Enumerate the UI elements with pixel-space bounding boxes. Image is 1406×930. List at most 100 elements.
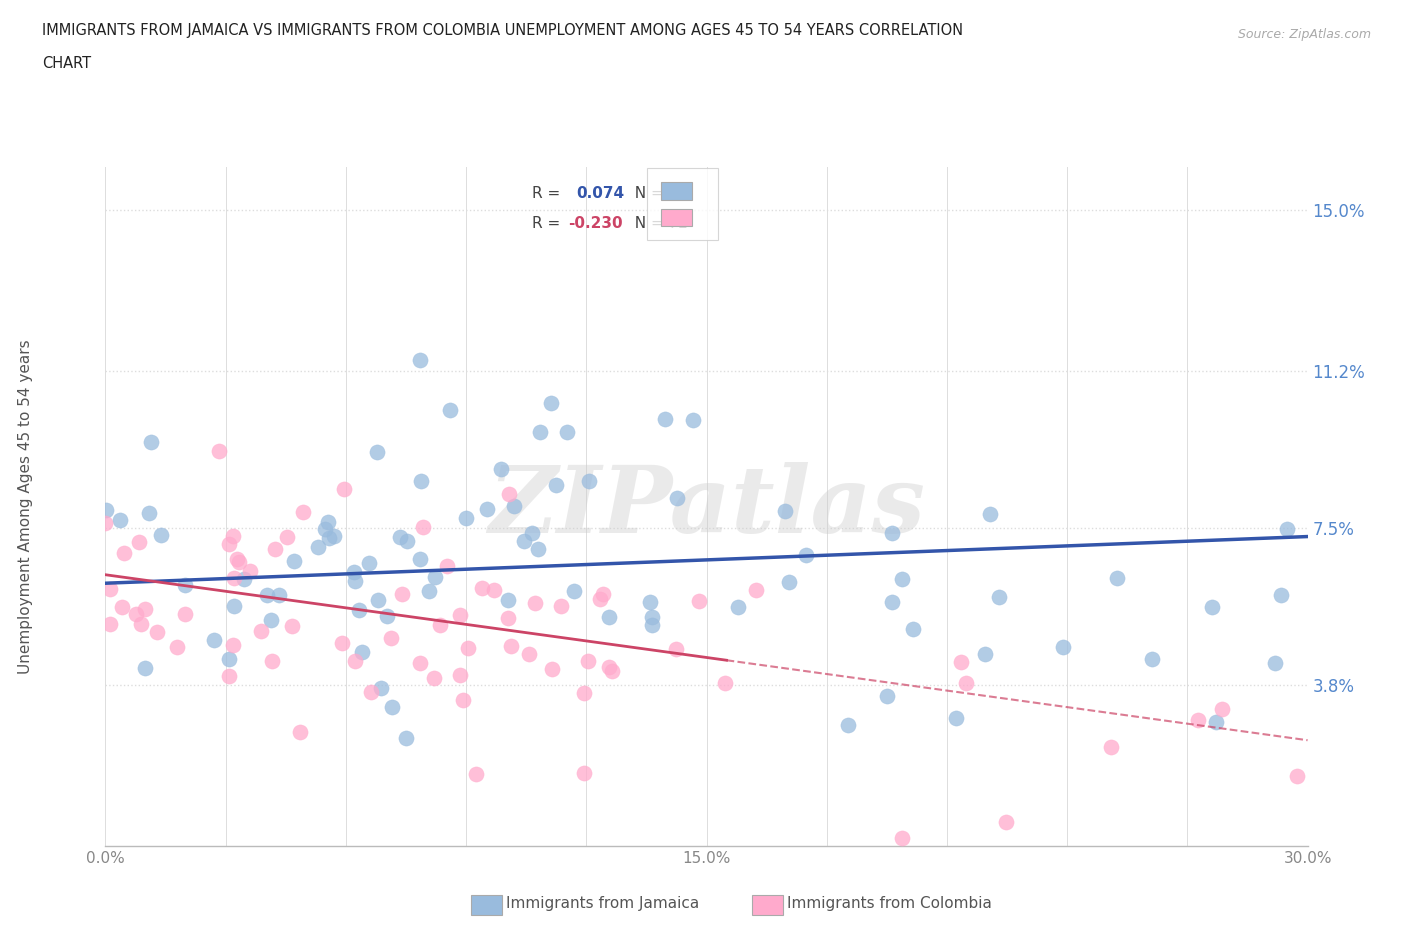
Point bbox=[409, 352, 432, 367]
Point bbox=[276, 529, 298, 544]
Point bbox=[395, 533, 418, 548]
Point bbox=[794, 547, 817, 562]
Point bbox=[576, 654, 599, 669]
Point bbox=[654, 411, 676, 426]
Point bbox=[307, 539, 329, 554]
Point bbox=[222, 528, 245, 543]
Point bbox=[600, 663, 623, 678]
Point bbox=[218, 652, 240, 667]
Point bbox=[391, 587, 413, 602]
Point bbox=[876, 689, 898, 704]
Point bbox=[1201, 599, 1223, 614]
Point bbox=[125, 607, 148, 622]
Point bbox=[146, 625, 169, 640]
Point bbox=[529, 425, 551, 440]
Point bbox=[498, 486, 520, 501]
Point bbox=[281, 618, 304, 633]
Point bbox=[436, 559, 458, 574]
Point bbox=[129, 617, 152, 631]
Point bbox=[1205, 715, 1227, 730]
Point bbox=[592, 586, 614, 601]
Point bbox=[166, 639, 188, 654]
Point bbox=[714, 676, 737, 691]
Point bbox=[350, 644, 373, 659]
Point bbox=[945, 711, 967, 725]
Point bbox=[370, 680, 392, 695]
Point bbox=[323, 528, 346, 543]
Point bbox=[557, 425, 579, 440]
Point bbox=[222, 599, 245, 614]
Point bbox=[572, 685, 595, 700]
Point bbox=[562, 584, 585, 599]
Point bbox=[949, 655, 972, 670]
Text: IMMIGRANTS FROM JAMAICA VS IMMIGRANTS FROM COLOMBIA UNEMPLOYMENT AMONG AGES 45 T: IMMIGRANTS FROM JAMAICA VS IMMIGRANTS FR… bbox=[42, 23, 963, 38]
Point bbox=[540, 395, 562, 410]
Point bbox=[641, 610, 664, 625]
Point bbox=[141, 434, 163, 449]
Text: R =: R = bbox=[533, 216, 565, 231]
Point bbox=[1187, 712, 1209, 727]
Point bbox=[1105, 570, 1128, 585]
Point bbox=[1286, 768, 1309, 783]
Point bbox=[489, 462, 512, 477]
Point bbox=[541, 661, 564, 676]
Point bbox=[775, 503, 797, 518]
Legend: , : , bbox=[647, 168, 717, 240]
Point bbox=[429, 618, 451, 632]
Point bbox=[232, 572, 254, 587]
Point bbox=[267, 588, 290, 603]
Text: N = 82: N = 82 bbox=[624, 186, 688, 201]
Text: 0.074: 0.074 bbox=[576, 186, 624, 201]
Point bbox=[955, 675, 977, 690]
Point bbox=[222, 637, 245, 652]
Point bbox=[496, 592, 519, 607]
Point bbox=[1270, 588, 1292, 603]
Point bbox=[1211, 701, 1233, 716]
Point bbox=[202, 632, 225, 647]
Point bbox=[208, 444, 231, 458]
Point bbox=[598, 609, 620, 624]
Point bbox=[226, 551, 249, 566]
Point bbox=[409, 473, 432, 488]
Point bbox=[418, 583, 440, 598]
Point bbox=[496, 610, 519, 625]
Point bbox=[314, 522, 336, 537]
Point bbox=[239, 564, 262, 578]
Point bbox=[527, 542, 550, 557]
Point bbox=[550, 598, 572, 613]
Point bbox=[343, 565, 366, 579]
Point bbox=[638, 594, 661, 609]
Point bbox=[1142, 651, 1164, 666]
Point bbox=[366, 445, 388, 459]
Point bbox=[745, 583, 768, 598]
Point bbox=[149, 528, 172, 543]
Point bbox=[688, 593, 710, 608]
Point bbox=[96, 503, 118, 518]
Text: -0.230: -0.230 bbox=[568, 216, 623, 231]
Point bbox=[343, 573, 366, 588]
Point bbox=[412, 519, 434, 534]
Point bbox=[502, 498, 524, 513]
Point bbox=[367, 592, 389, 607]
Point bbox=[456, 511, 478, 525]
Point bbox=[499, 639, 522, 654]
Point bbox=[173, 606, 195, 621]
Point bbox=[589, 591, 612, 606]
Point bbox=[890, 571, 912, 586]
Text: ZIPatlas: ZIPatlas bbox=[488, 462, 925, 551]
Point bbox=[641, 618, 664, 632]
Text: Source: ZipAtlas.com: Source: ZipAtlas.com bbox=[1237, 28, 1371, 41]
Point bbox=[316, 514, 339, 529]
Point bbox=[778, 575, 800, 590]
Point bbox=[128, 535, 150, 550]
Point bbox=[665, 490, 688, 505]
Point bbox=[484, 583, 506, 598]
Point bbox=[987, 590, 1010, 604]
Point bbox=[665, 642, 688, 657]
Point bbox=[449, 607, 471, 622]
Point bbox=[318, 530, 340, 545]
Point bbox=[727, 600, 749, 615]
Point bbox=[422, 671, 444, 685]
Point bbox=[94, 515, 117, 530]
Point bbox=[330, 636, 353, 651]
